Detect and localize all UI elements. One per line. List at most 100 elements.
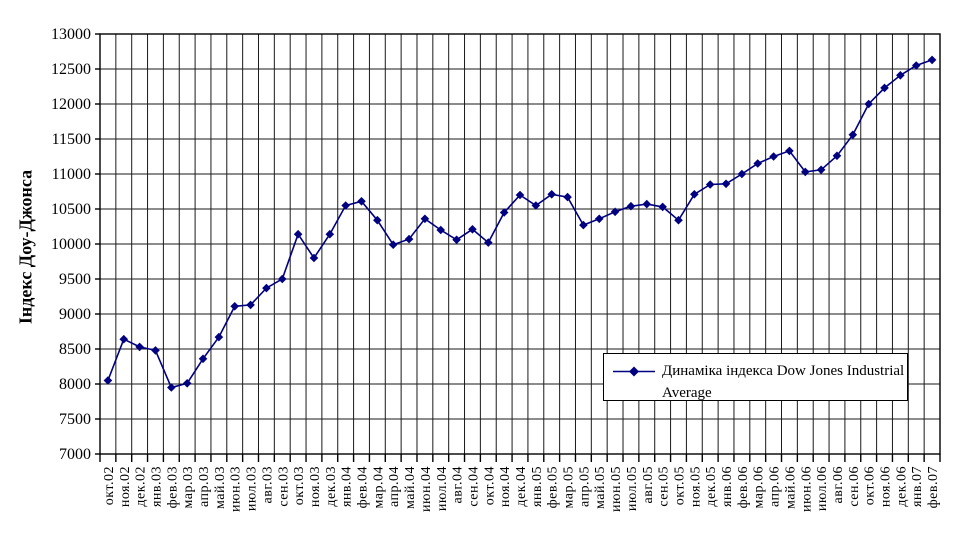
x-axis-tick-label: дек.04 [514,466,529,507]
data-point-marker [151,346,160,355]
data-point-marker [848,130,858,140]
x-axis-tick-label: дек.02 [134,466,149,507]
x-axis-tick-label: май.03 [213,466,228,509]
x-axis-tick-label: июн.05 [609,466,624,512]
x-axis-tick-label: янв.07 [910,466,925,507]
data-point-marker [420,214,430,224]
legend-series-marker [613,366,655,377]
x-axis-tick-label: янв.04 [340,466,355,507]
data-point-marker [547,190,556,199]
x-axis-tick-label: дек.05 [704,466,719,507]
x-axis-tick-label: авг.05 [641,466,656,504]
data-point-marker [135,342,144,352]
x-axis-tick-label: июн.04 [419,466,434,512]
legend: Динаміка індекса Dow Jones Industrial Av… [603,353,908,401]
data-point-marker [468,225,477,234]
x-axis-tick-label: сен.05 [657,466,672,507]
x-axis-tick-label: окт.05 [672,466,687,505]
y-axis-tick-label: 11500 [52,131,91,148]
data-point-marker [103,376,113,385]
y-axis-tick-label: 9500 [59,271,91,288]
y-axis-tick-label: 7000 [59,446,91,463]
x-axis-tick-label: янв.05 [530,466,545,507]
x-axis-tick-label: окт.04 [482,466,497,505]
x-axis-tick-label: ноя.02 [118,466,133,507]
x-axis-tick-label: сен.03 [276,466,291,507]
data-point-marker [119,334,129,344]
x-axis-tick-label: май.06 [783,466,798,509]
x-axis-tick-label: авг.03 [260,466,275,504]
y-axis-tick-label: 12500 [51,61,91,78]
x-axis-tick-label: ноя.04 [498,466,513,507]
series-line [107,59,933,389]
data-point-marker [705,180,715,189]
data-point-marker [785,146,794,156]
data-point-marker [262,283,271,293]
x-axis-tick-label: ноя.05 [688,466,703,507]
data-point-marker [721,179,731,189]
y-axis-tick-label: 8500 [59,341,91,358]
x-axis-tick-label: май.05 [593,466,608,509]
data-point-marker [373,215,382,225]
data-point-marker [610,207,620,217]
data-point-marker [198,354,208,364]
y-axis-tick-label: 13000 [51,26,91,43]
y-axis-tick-label: 11000 [52,166,91,183]
data-point-marker [690,190,699,199]
x-axis-tick-label: апр.04 [387,466,402,507]
x-axis-tick-label: мар.03 [181,466,196,508]
y-axis-title: Індекс Доу-Джонса [15,169,36,325]
data-point-marker [388,240,398,249]
x-axis-tick-label: фев.07 [926,466,941,508]
data-point-marker [800,167,810,177]
data-point-marker [167,383,176,392]
x-axis-tick-label: мар.06 [752,466,767,508]
data-point-marker [626,201,636,211]
data-point-marker [753,159,763,168]
data-point-marker [769,152,778,161]
y-axis-tick-label: 10000 [51,236,91,253]
data-point-marker [864,99,873,109]
legend-label-line2: Average [662,385,712,401]
x-axis-tick-label: фев.06 [736,466,751,508]
x-axis-tick-label: янв.03 [149,466,164,507]
data-point-marker [816,165,826,175]
data-point-marker [832,151,842,161]
x-axis-tick-label: мар.05 [562,466,577,508]
x-axis-tick-label: дек.03 [324,466,339,507]
x-axis-tick-label: апр.05 [577,466,592,507]
x-axis-tick-label: фев.04 [356,466,371,508]
data-point-marker [325,229,335,239]
x-axis-tick-label: июл.04 [435,466,450,511]
data-point-marker [594,214,604,224]
data-point-marker [927,55,937,65]
x-axis-tick-label: июл.06 [815,466,830,511]
data-point-marker [309,253,319,263]
x-axis-tick-label: янв.06 [720,466,735,507]
x-axis-tick-label: фев.05 [546,466,561,508]
data-point-marker [896,71,905,80]
x-axis-tick-label: апр.06 [768,466,783,507]
legend-label: Динаміка індекса Dow Jones Industrial Av… [662,360,904,404]
legend-label-line1: Динаміка індекса Dow Jones Industrial [662,363,905,379]
x-axis-tick-label: июл.03 [245,466,260,511]
x-axis-tick-label: авг.06 [831,466,846,504]
x-axis-tick-label: ноя.03 [308,466,323,507]
x-axis-tick-label: июл.05 [625,466,640,511]
x-axis-tick-label: май.04 [403,466,418,509]
x-axis-tick-label: ноя.06 [879,466,894,507]
data-point-marker [182,379,192,388]
x-axis-tick-label: сен.06 [847,466,862,507]
data-point-marker [579,220,588,230]
data-point-marker [563,192,572,202]
data-point-marker [357,197,366,206]
x-axis-tick-label: авг.04 [451,466,466,504]
data-point-marker [880,83,889,93]
data-point-marker [246,300,255,310]
x-axis-tick-label: окт.02 [102,466,117,505]
x-axis-tick-label: мар.04 [371,466,386,508]
data-point-marker [658,202,667,212]
plot-border [99,33,941,455]
